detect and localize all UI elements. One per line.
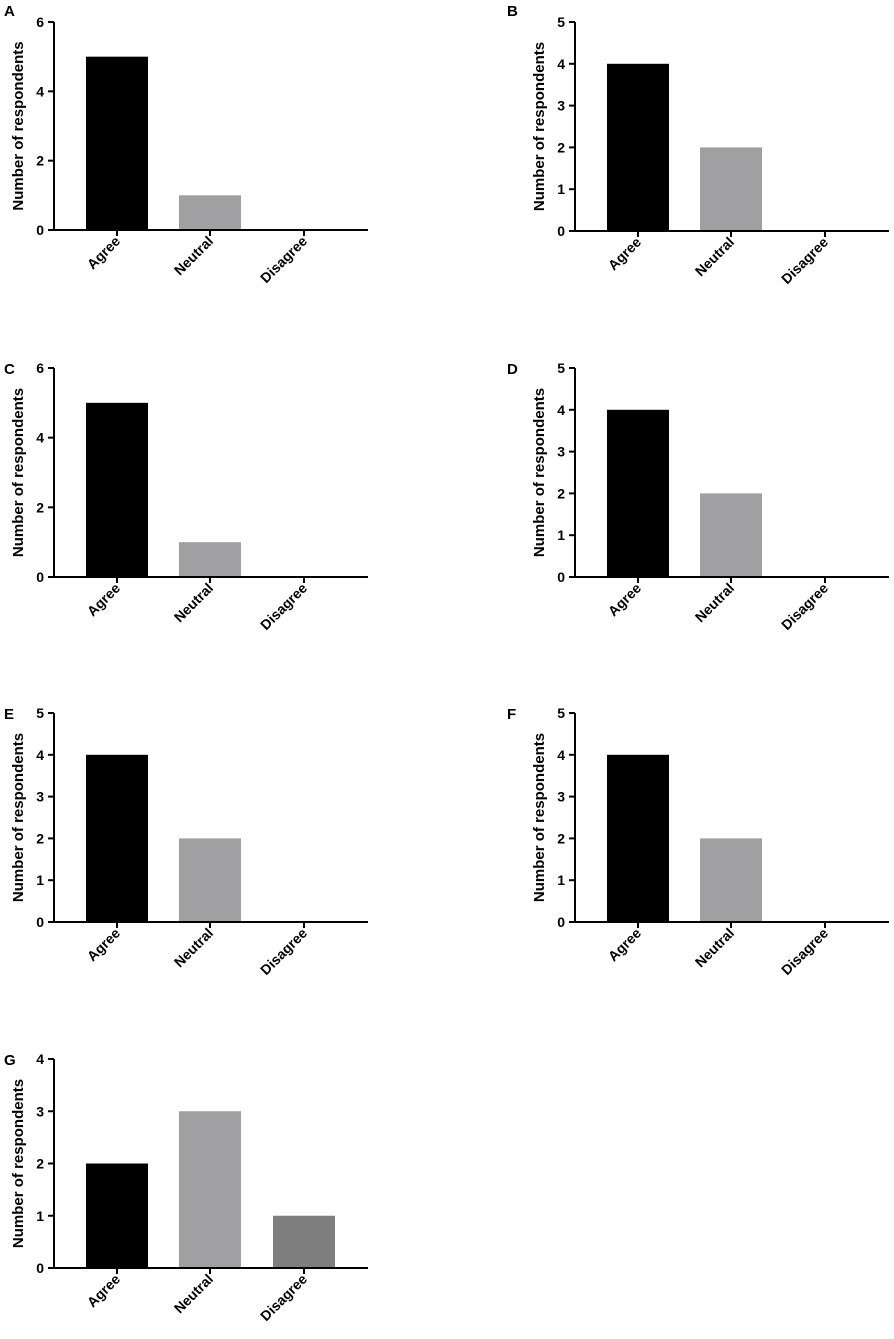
bar-neutral: [179, 195, 241, 230]
panel-letter: F: [507, 706, 516, 723]
y-tick-label: 4: [557, 56, 565, 72]
y-tick-label: 3: [557, 444, 565, 460]
y-axis-title: Number of respondents: [10, 41, 27, 210]
category-label-disagree: Disagree: [257, 1271, 310, 1324]
y-axis-title: Number of respondents: [10, 1079, 27, 1248]
bar-agree: [607, 63, 669, 231]
category-label-disagree: Disagree: [257, 925, 310, 978]
y-tick-label: 4: [557, 747, 565, 763]
category-label-neutral: Neutral: [692, 925, 737, 970]
y-tick-label: 5: [557, 360, 565, 376]
y-tick-label: 4: [557, 402, 565, 418]
y-tick-label: 3: [36, 789, 44, 805]
bar-disagree: [273, 1215, 335, 1268]
y-axis-title: Number of respondents: [10, 388, 27, 557]
y-tick-label: 0: [36, 222, 44, 238]
panel-letter: D: [507, 361, 518, 378]
category-label-disagree: Disagree: [778, 234, 831, 287]
bar-agree: [86, 754, 148, 922]
y-tick-label: 2: [36, 830, 44, 846]
panel-letter: B: [507, 3, 518, 20]
y-tick-label: 6: [36, 360, 44, 376]
category-label-disagree: Disagree: [778, 925, 831, 978]
category-label-neutral: Neutral: [171, 1271, 216, 1316]
panel-letter: A: [4, 3, 15, 20]
y-axis-title: Number of respondents: [531, 42, 548, 211]
y-tick-label: 4: [36, 83, 44, 99]
category-label-disagree: Disagree: [257, 233, 310, 286]
y-tick-label: 0: [557, 914, 565, 930]
y-tick-label: 0: [557, 223, 565, 239]
category-label-neutral: Neutral: [171, 233, 216, 278]
y-tick-label: 5: [557, 705, 565, 721]
chart-panel-c: C 0 2 4 6 Agree Neutral Disagree Number of respo…: [4, 360, 368, 633]
y-tick-label: 6: [36, 14, 44, 30]
category-label-agree: Agree: [605, 234, 645, 274]
bar-agree: [607, 754, 669, 922]
y-tick-label: 4: [36, 747, 44, 763]
bar-neutral: [700, 838, 762, 922]
category-label-agree: Agree: [84, 233, 124, 273]
y-tick-label: 3: [557, 98, 565, 114]
y-axis-title: Number of respondents: [531, 388, 548, 557]
y-tick-label: 1: [557, 181, 565, 197]
bar-neutral: [700, 147, 762, 231]
bar-agree: [86, 56, 148, 230]
y-tick-label: 2: [36, 1156, 44, 1172]
bar-agree: [86, 1163, 148, 1268]
category-label-neutral: Neutral: [692, 234, 737, 279]
y-axis-title: Number of respondents: [531, 733, 548, 902]
chart-panel-d: D 0 1 2 3 4 5 Agree Neutral Disagree Number of res…: [507, 360, 889, 633]
y-axis-title: Number of respondents: [10, 733, 27, 902]
bar-agree: [607, 409, 669, 577]
y-tick-label: 5: [36, 705, 44, 721]
category-label-agree: Agree: [84, 925, 124, 965]
y-tick-label: 3: [36, 1103, 44, 1119]
panel-letter: E: [4, 706, 14, 723]
category-label-disagree: Disagree: [257, 580, 310, 633]
chart-panel-a: A 0 2 4 6 Agree Neutral Disagree Number of respo…: [4, 3, 368, 286]
bar-agree: [86, 402, 148, 577]
panel-letter: G: [4, 1052, 16, 1069]
y-tick-label: 0: [36, 914, 44, 930]
category-label-neutral: Neutral: [171, 925, 216, 970]
y-tick-label: 5: [557, 14, 565, 30]
y-tick-label: 0: [36, 1260, 44, 1276]
y-tick-label: 2: [557, 830, 565, 846]
category-label-neutral: Neutral: [171, 580, 216, 625]
category-label-agree: Agree: [84, 580, 124, 620]
y-tick-label: 1: [557, 872, 565, 888]
y-tick-label: 2: [557, 485, 565, 501]
y-tick-label: 3: [557, 789, 565, 805]
y-tick-label: 1: [36, 872, 44, 888]
y-tick-label: 1: [36, 1208, 44, 1224]
panel-letter: C: [4, 361, 15, 378]
bar-neutral: [179, 542, 241, 577]
chart-panel-f: F 0 1 2 3 4 5 Agree Neutral Disagree Number of res…: [507, 705, 889, 978]
y-tick-label: 2: [36, 499, 44, 515]
y-tick-label: 4: [36, 430, 44, 446]
bar-neutral: [179, 838, 241, 922]
y-tick-label: 4: [36, 1051, 44, 1067]
category-label-agree: Agree: [605, 925, 645, 965]
y-tick-label: 0: [36, 569, 44, 585]
bar-neutral: [700, 493, 762, 577]
chart-panel-e: E 0 1 2 3 4 5 Agree Neutral Disagree Number of res…: [4, 705, 368, 978]
category-label-agree: Agree: [84, 1271, 124, 1311]
chart-panel-g: G 0 1 2 3 4 Agree Neutral Disagree Number of resp…: [4, 1051, 368, 1324]
y-tick-label: 2: [36, 153, 44, 169]
bar-neutral: [179, 1111, 241, 1268]
category-label-neutral: Neutral: [692, 580, 737, 625]
y-tick-label: 1: [557, 527, 565, 543]
category-label-agree: Agree: [605, 580, 645, 620]
y-tick-label: 2: [557, 139, 565, 155]
chart-panel-b: B 0 1 2 3 4 5 Agree Neutral Disagree Number of res…: [507, 3, 889, 287]
y-tick-label: 0: [557, 569, 565, 585]
category-label-disagree: Disagree: [778, 580, 831, 633]
